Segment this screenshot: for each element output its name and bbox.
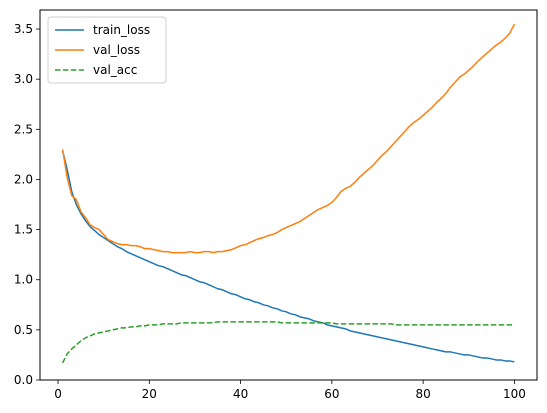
legend-box <box>47 16 167 84</box>
axes-frame <box>39 9 538 381</box>
y-tick-label: 2.0 <box>14 172 33 186</box>
x-tick-label: 60 <box>324 387 339 401</box>
x-tick-label: 40 <box>233 387 248 401</box>
x-tick-label: 20 <box>142 387 157 401</box>
x-axis: 0 20 40 60 80 100 <box>54 380 526 401</box>
x-tick-label: 0 <box>54 387 62 401</box>
legend: train_loss val_loss val_acc <box>47 16 167 84</box>
y-tick-label: 1.5 <box>14 223 33 237</box>
y-axis: 0.0 0.5 1.0 1.5 2.0 2.5 3.0 3.5 <box>14 22 40 387</box>
series-line-val-acc <box>61 321 515 364</box>
x-tick-label: 80 <box>415 387 430 401</box>
legend-label-val-acc: val_acc <box>93 63 137 77</box>
y-tick-label: 1.0 <box>14 273 33 287</box>
series-line-val-loss <box>61 23 516 254</box>
y-tick-label: 0.5 <box>14 323 33 337</box>
series-line-train-loss <box>61 150 515 363</box>
y-tick-label: 2.5 <box>14 122 33 136</box>
x-tick-label: 100 <box>503 387 526 401</box>
plot-lines <box>61 23 516 364</box>
y-tick-label: 3.0 <box>14 72 33 86</box>
legend-label-train-loss: train_loss <box>93 23 150 37</box>
y-tick-label: 3.5 <box>14 22 33 36</box>
y-tick-label: 0.0 <box>14 373 33 387</box>
legend-label-val-loss: val_loss <box>93 43 140 57</box>
